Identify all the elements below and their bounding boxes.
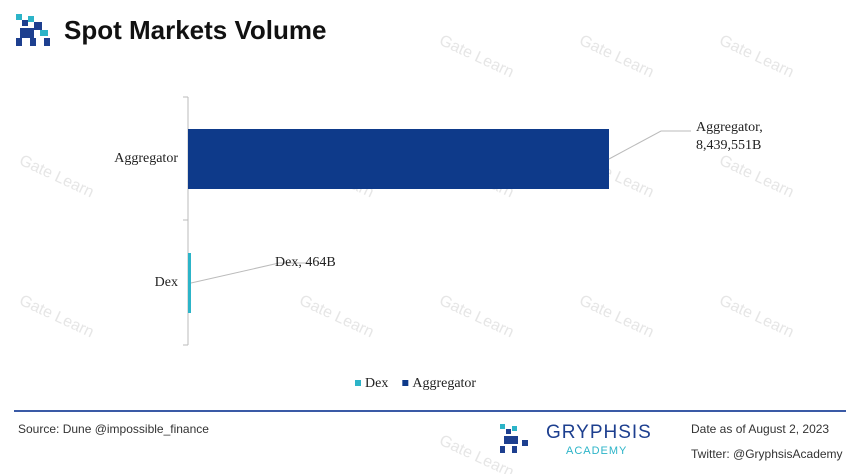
twitter: Twitter: @GryphsisAcademy: [691, 447, 843, 461]
data-label: Dex, 464B: [275, 255, 336, 270]
logo-icon: [16, 14, 50, 46]
watermark: Gate Learn: [437, 32, 517, 81]
leader-line: [190, 262, 309, 284]
brand-icon: [500, 424, 528, 453]
bar: [188, 129, 609, 189]
watermark: Gate Learn: [717, 32, 797, 81]
brand: GRYPHSIS: [546, 422, 652, 443]
brand-sub: ACADEMY: [566, 445, 627, 457]
data-label: Aggregator, 8,439,551B: [696, 120, 763, 153]
leader-line: [608, 130, 691, 160]
watermark: Gate Learn: [437, 292, 517, 341]
watermark: Gate Learn: [577, 292, 657, 341]
legend-label: Dex: [365, 376, 388, 391]
bar: [188, 253, 191, 313]
watermark: Gate Learn: [297, 292, 377, 341]
legend-swatch: [402, 380, 409, 386]
watermark: Gate Learn: [717, 292, 797, 341]
y-tick-label: Aggregator: [114, 151, 178, 166]
source: Source: Dune @impossible_finance: [18, 422, 209, 436]
y-tick-label: Dex: [155, 275, 178, 290]
watermark: Gate Learn: [577, 32, 657, 81]
legend-label: Aggregator: [412, 376, 476, 391]
watermark: Gate Learn: [17, 292, 97, 341]
chart-title: Spot Markets Volume: [64, 15, 326, 45]
watermark: Gate Learn: [717, 152, 797, 201]
watermark: Gate Learn: [17, 152, 97, 201]
date: Date as of August 2, 2023: [691, 422, 829, 436]
legend-swatch: [355, 380, 361, 386]
